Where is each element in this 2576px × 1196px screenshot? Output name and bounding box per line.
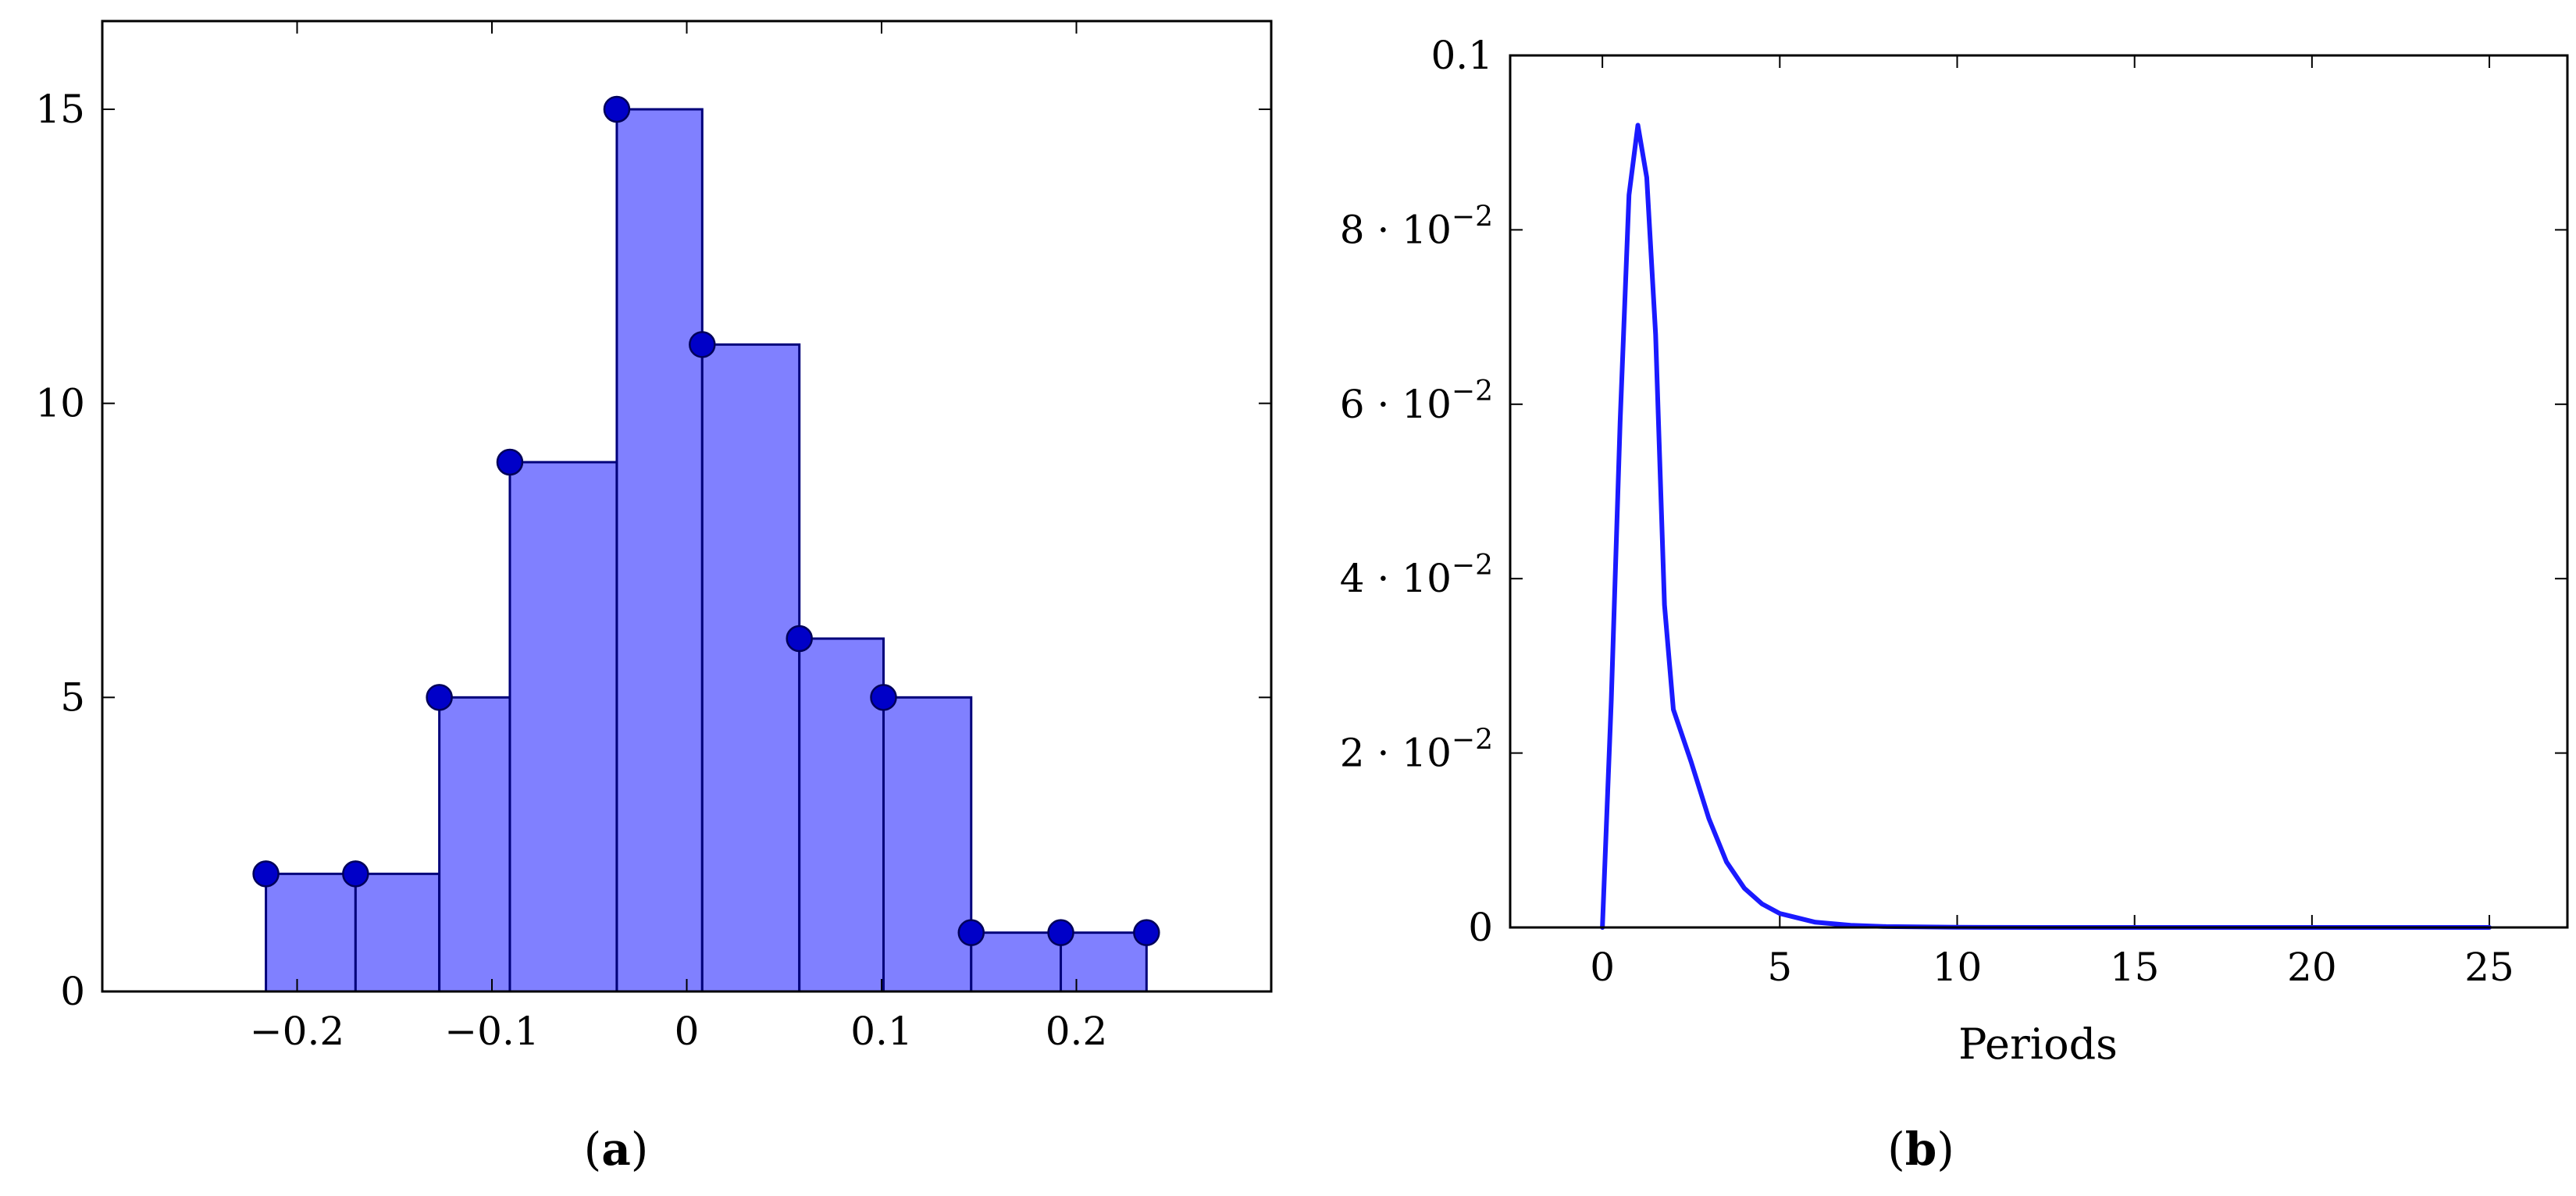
- plot-frame-a: [101, 20, 1273, 993]
- caption-b: (b): [1887, 1123, 1954, 1176]
- data-marker: [342, 860, 369, 888]
- histogram-bar: [798, 637, 885, 993]
- x-tick-label: 0: [1590, 945, 1615, 990]
- data-marker: [603, 95, 631, 123]
- x-tick-label: 25: [2464, 945, 2514, 990]
- data-marker: [1047, 919, 1074, 946]
- y-tick-label: 4 · 10−2: [1340, 550, 1493, 601]
- x-tick-label: 0: [675, 1009, 700, 1054]
- y-tick-label: 0: [60, 969, 85, 1014]
- data-marker: [786, 625, 813, 653]
- caption-a: (a): [584, 1123, 649, 1176]
- plot-frame-b: [1509, 54, 2569, 929]
- y-tick-label: 2 · 10−2: [1340, 724, 1493, 776]
- histogram-bars: [265, 108, 1148, 993]
- y-tick-label: 6 · 10−2: [1340, 376, 1493, 427]
- histogram-bar: [1060, 931, 1148, 993]
- y-tick-label: 0: [1468, 905, 1493, 950]
- line-series: [1600, 123, 2492, 930]
- x-tick-label: 15: [2110, 945, 2160, 990]
- histogram-bar: [438, 696, 511, 993]
- y-tick-label: 0.1: [1431, 33, 1493, 78]
- y-tick-label: 10: [35, 381, 85, 426]
- histogram-bar: [970, 931, 1063, 993]
- data-marker: [689, 331, 716, 358]
- y-tick-label: 5: [60, 675, 85, 720]
- histogram-bar: [700, 343, 801, 993]
- histogram-markers: [252, 95, 1160, 946]
- data-marker: [957, 919, 985, 946]
- axis-ticks: 0 5 10 15 20 25 0 2 · 10−2 4 · 10−2 6 · 10−2 8 · 1…: [1340, 33, 2567, 990]
- panel-a-histogram: −0.2 −0.1 0 0.1 0.2 0 5 10 15 (a): [35, 20, 1273, 1176]
- panel-b-line: 0 5 10 15 20 25 0 2 · 10−2 4 · 10−2 6 · 10−2 8 · 1…: [1340, 33, 2569, 1176]
- y-tick-label: 15: [35, 87, 85, 132]
- x-tick-label: 0.2: [1046, 1009, 1108, 1054]
- x-tick-label: 0.1: [850, 1009, 913, 1054]
- data-marker: [870, 684, 897, 711]
- x-tick-label: 10: [1933, 945, 1983, 990]
- x-tick-label: 5: [1767, 945, 1792, 990]
- x-tick-label: −0.1: [444, 1009, 539, 1054]
- data-marker: [426, 684, 453, 711]
- histogram-bar: [508, 461, 618, 993]
- series-line: [1600, 123, 2492, 930]
- y-tick-label: 8 · 10−2: [1340, 201, 1493, 252]
- x-axis-label: Periods: [1958, 1020, 2118, 1069]
- histogram-bar: [615, 108, 704, 993]
- histogram-bar: [354, 872, 441, 993]
- x-tick-label: 20: [2287, 945, 2337, 990]
- data-marker: [496, 448, 524, 476]
- data-marker: [252, 860, 280, 888]
- histogram-bar: [882, 696, 973, 993]
- x-tick-label: −0.2: [250, 1009, 344, 1054]
- axis-ticks: −0.2 −0.1 0 0.1 0.2 0 5 10 15: [35, 21, 1271, 1054]
- histogram-bar: [265, 872, 357, 993]
- data-marker: [1133, 919, 1160, 946]
